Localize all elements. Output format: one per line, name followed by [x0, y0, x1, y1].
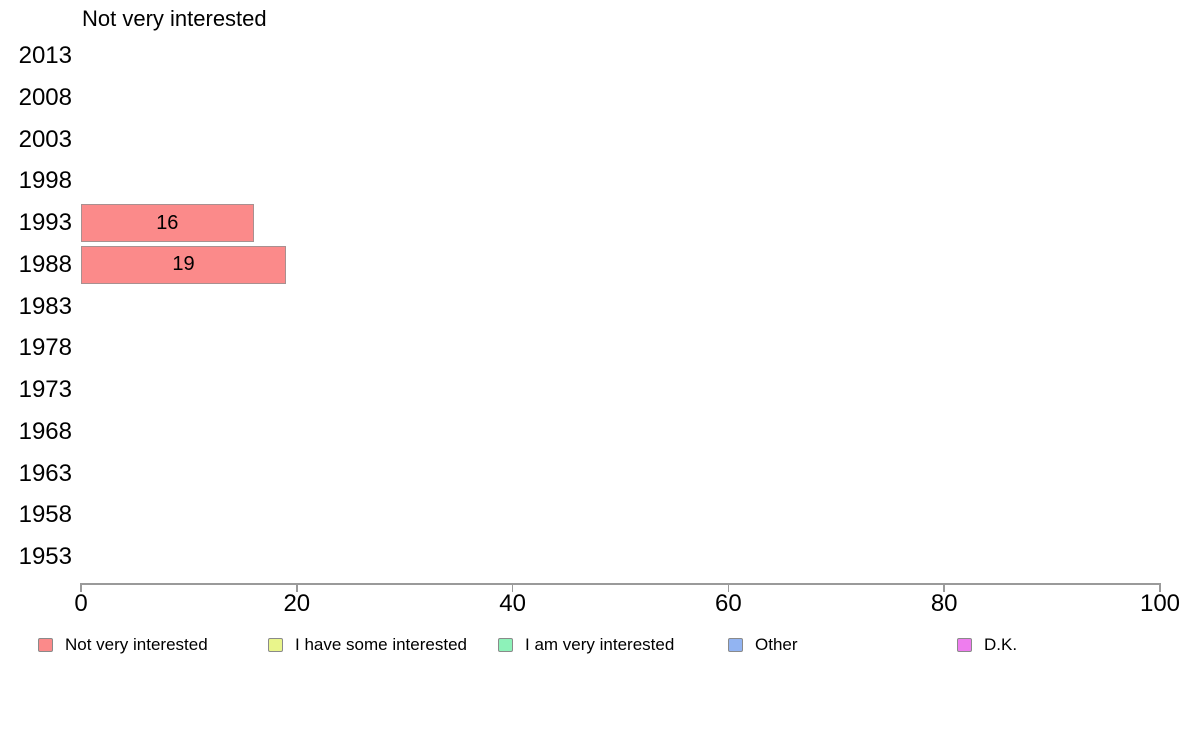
x-tick-mark [727, 583, 730, 592]
x-tick-mark [1159, 583, 1161, 592]
y-axis-label: 1983 [18, 292, 72, 320]
x-tick-mark [943, 583, 945, 592]
legend-swatch-icon [957, 638, 972, 652]
bar-1988: 19 [81, 245, 286, 284]
legend-item: I am very interested [498, 635, 674, 655]
legend-label: I have some interested [295, 635, 467, 654]
legend-label: D.K. [984, 635, 1018, 654]
y-axis-label: 1993 [18, 209, 72, 237]
y-axis-label: 1988 [18, 250, 72, 278]
legend-swatch-icon [268, 638, 283, 652]
y-axis-label: 1968 [18, 417, 72, 445]
legend-item: Other [728, 635, 798, 655]
x-tick-mark [80, 583, 82, 592]
legend-item: I have some interested [268, 635, 467, 655]
y-axis-label: 1953 [18, 543, 72, 571]
legend-label: Not very interested [65, 635, 208, 654]
x-tick-label: 0 [74, 590, 88, 617]
legend-swatch-icon [728, 638, 743, 652]
x-tick-label: 100 [1139, 590, 1181, 617]
x-tick-label: 80 [930, 590, 958, 617]
legend-item: Not very interested [38, 635, 208, 655]
x-tick-label: 60 [715, 590, 742, 617]
x-tick-mark [296, 583, 298, 592]
x-tick-label: 20 [283, 590, 311, 617]
y-axis-label: 2008 [18, 83, 72, 111]
y-axis-label: 1978 [18, 334, 72, 362]
x-axis-line [81, 583, 1161, 585]
y-axis-label: 1958 [18, 501, 72, 529]
y-axis-label: 1973 [18, 376, 72, 404]
bar-value-label: 19 [172, 253, 195, 276]
legend-swatch-icon [498, 638, 513, 652]
x-tick-mark [511, 583, 514, 592]
chart-title: Not very interested [82, 6, 267, 31]
legend-item: D.K. [957, 635, 1017, 655]
legend-label: I am very interested [525, 635, 675, 654]
legend-swatch-icon [38, 638, 53, 652]
x-tick-label: 40 [499, 590, 526, 617]
bar-value-label: 16 [156, 211, 179, 234]
y-axis-label: 1963 [18, 459, 72, 487]
y-axis-label: 2003 [18, 125, 72, 153]
legend-label: Other [755, 635, 798, 654]
y-axis-label: 1998 [18, 167, 72, 195]
y-axis-label: 2013 [18, 42, 72, 70]
bar-1993: 16 [81, 204, 254, 243]
